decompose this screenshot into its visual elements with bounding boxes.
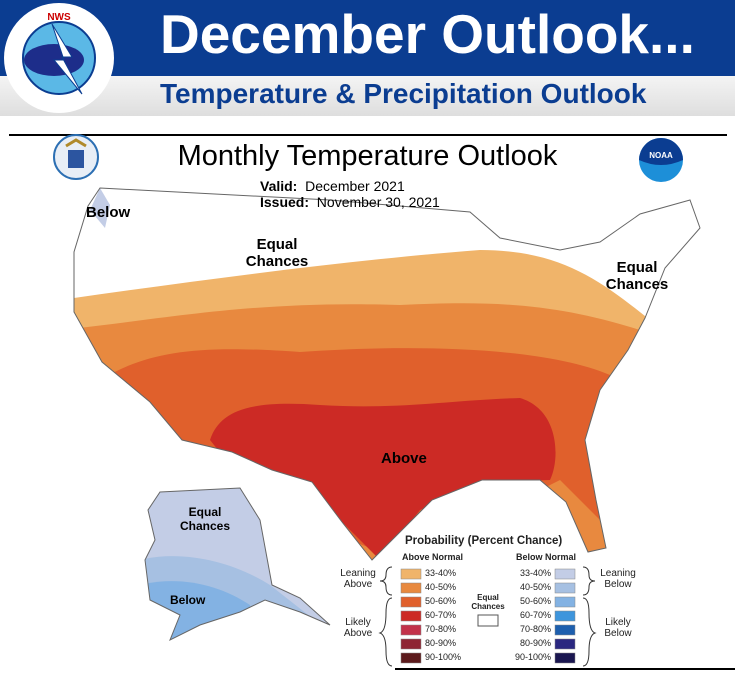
legend-swatch-below-1 [554,582,576,594]
legend-swatch-above-5 [400,638,422,650]
valid-value: December 2021 [305,178,405,194]
page-subtitle: Temperature & Precipitation Outlook [160,78,647,109]
doc-seal-icon [53,134,99,180]
map-title: Monthly Temperature Outlook [177,140,558,172]
alaska-outline [144,487,331,642]
legend-below-header: Below Normal [516,552,577,562]
label-above: Above [381,450,427,467]
map-frame-bottom [395,668,735,670]
label-equal-west: Equal Chances [245,236,309,270]
legend-range-above: 33-40% [425,568,457,578]
header-banner [0,0,735,76]
legend-range-above: 40-50% [425,582,457,592]
issued-label: Issued: [260,194,310,210]
issued-value: November 30, 2021 [316,194,440,210]
legend-swatch-below-0 [554,568,576,580]
legend-swatch-above-3 [400,610,422,622]
subheader-band [0,76,735,116]
legend-range-above: 50-60% [425,596,457,606]
brace-likely-above [378,597,393,667]
legend-range-above: 70-80% [425,624,457,634]
legend-range-below: 50-60% [519,596,551,606]
legend-swatch-above-6 [400,652,422,664]
legend-swatch-below-3 [554,610,576,622]
brace-leaning-below [582,566,596,596]
legend-leaning-above: Leaning Above [340,568,376,590]
legend-range-below: 70-80% [519,624,551,634]
legend-range-above: 80-90% [425,638,457,648]
legend-swatch-above-4 [400,624,422,636]
legend-range-below: 90-100% [514,652,551,662]
legend-range-below: 80-90% [519,638,551,648]
legend-range-below: 40-50% [519,582,551,592]
svg-text:NOAA: NOAA [649,151,673,160]
noaa-logo-icon: NOAA [639,138,683,182]
label-equal-ne: Equal Chances [605,259,669,293]
legend-above-header: Above Normal [402,552,464,562]
legend-swatch-above-0 [400,568,422,580]
label-alaska-below: Below [170,593,206,607]
legend-range-below: 33-40% [519,568,551,578]
legend-swatch-below-5 [554,638,576,650]
label-alaska-equal: Equal Chances [179,505,231,533]
legend-swatch-equal [477,614,499,627]
brace-leaning-above [379,566,393,596]
label-below-nw: Below [86,204,131,221]
legend-swatch-below-6 [554,652,576,664]
region-33-40-below [90,188,110,228]
legend-range-above: 60-70% [425,610,457,620]
legend-leaning-below: Leaning Below [600,568,636,590]
region-60-70-above [210,398,556,560]
legend-title: Probability (Percent Chance) [405,535,563,547]
brace-likely-below [582,597,597,667]
legend-likely-below: Likely Below [604,617,632,639]
legend-range-below: 60-70% [519,610,551,620]
nws-logo-icon: NWS [4,3,114,113]
map-frame [9,134,727,680]
legend-likely-above: Likely Above [343,617,373,639]
valid-label: Valid: [260,178,298,194]
legend-swatch-above-2 [400,596,422,608]
legend-equal-label: Equal Chances [471,593,505,611]
page-title: December Outlook... [160,3,695,65]
issued-line: Issued: November 30, 2021 [260,194,440,210]
legend-swatch-below-2 [554,596,576,608]
conus-outline [73,187,701,561]
valid-line: Valid: December 2021 [260,178,405,194]
legend-swatch-above-1 [400,582,422,594]
legend-range-above: 90-100% [425,652,462,662]
legend-swatch-below-4 [554,624,576,636]
svg-text:NWS: NWS [47,12,71,23]
